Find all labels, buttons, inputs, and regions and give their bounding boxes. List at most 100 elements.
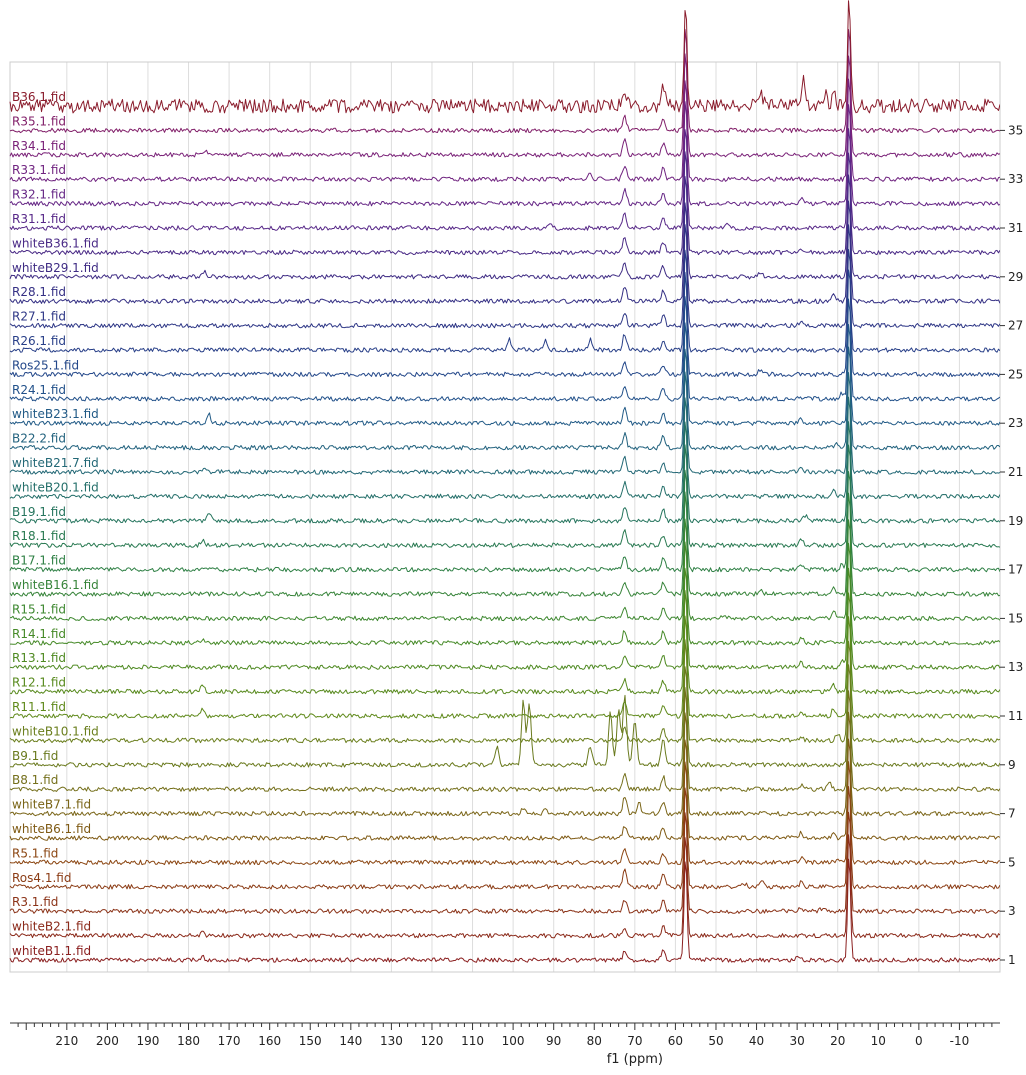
trace-6 bbox=[9, 738, 1000, 841]
trace-label: whiteB29.1.fid bbox=[12, 261, 99, 275]
y-tick-label: 33 bbox=[1008, 172, 1023, 186]
trace-label: whiteB21.7.fid bbox=[12, 456, 99, 470]
x-tick-label: 150 bbox=[299, 1034, 322, 1048]
x-tick-label: -10 bbox=[950, 1034, 970, 1048]
trace-15 bbox=[10, 518, 1000, 622]
x-tick-label: 170 bbox=[218, 1034, 241, 1048]
x-tick-label: 30 bbox=[789, 1034, 804, 1048]
y-tick-label: 7 bbox=[1008, 807, 1016, 821]
trace-30 bbox=[9, 151, 1000, 256]
x-tick-label: 130 bbox=[380, 1034, 403, 1048]
trace-36 bbox=[9, 0, 1000, 114]
trace-label: whiteB7.1.fid bbox=[12, 798, 91, 812]
trace-label: R15.1.fid bbox=[12, 602, 66, 616]
trace-9 bbox=[10, 664, 1000, 768]
trace-7 bbox=[9, 711, 1000, 817]
trace-16 bbox=[9, 491, 1000, 597]
y-tick-label: 3 bbox=[1008, 904, 1016, 918]
trace-label: R24.1.fid bbox=[12, 383, 66, 397]
trace-label: R33.1.fid bbox=[12, 163, 66, 177]
trace-label: Ros4.1.fid bbox=[12, 871, 71, 885]
trace-31 bbox=[9, 128, 1000, 231]
x-tick-label: 200 bbox=[96, 1034, 119, 1048]
trace-label: B17.1.fid bbox=[12, 554, 66, 568]
trace-label: whiteB6.1.fid bbox=[12, 822, 91, 836]
trace-34 bbox=[9, 53, 1000, 158]
y-tick-label: 25 bbox=[1008, 367, 1023, 381]
trace-32 bbox=[9, 101, 1000, 207]
y-tick-label: 11 bbox=[1008, 709, 1023, 723]
y-tick-label: 31 bbox=[1008, 221, 1023, 235]
trace-28 bbox=[9, 200, 1000, 304]
trace-label: R32.1.fid bbox=[12, 188, 66, 202]
plot-border bbox=[9, 61, 1001, 973]
trace-10 bbox=[9, 639, 1000, 744]
x-tick-label: 120 bbox=[421, 1034, 444, 1048]
trace-label: whiteB16.1.fid bbox=[12, 578, 99, 592]
trace-label: R31.1.fid bbox=[12, 212, 66, 226]
x-tick-label: 0 bbox=[915, 1034, 923, 1048]
trace-label: whiteB20.1.fid bbox=[12, 480, 99, 494]
x-axis-title: f1 (ppm) bbox=[607, 1052, 663, 1067]
x-tick-label: 50 bbox=[708, 1034, 723, 1048]
trace-33 bbox=[9, 78, 1000, 182]
trace-20 bbox=[9, 396, 1000, 500]
trace-2 bbox=[9, 834, 1000, 939]
trace-label: R26.1.fid bbox=[12, 334, 66, 348]
trace-8 bbox=[9, 687, 1000, 792]
x-tick-label: 20 bbox=[830, 1034, 845, 1048]
x-tick-label: 80 bbox=[587, 1034, 602, 1048]
traces bbox=[9, 0, 1000, 963]
x-tick-label: 70 bbox=[627, 1034, 642, 1048]
y-tick-label: 5 bbox=[1008, 855, 1016, 869]
trace-29 bbox=[9, 174, 1000, 280]
trace-17 bbox=[9, 469, 1000, 573]
trace-label: R34.1.fid bbox=[12, 139, 66, 153]
trace-21 bbox=[9, 371, 1000, 475]
x-tick-label: 190 bbox=[136, 1034, 159, 1048]
trace-label: R27.1.fid bbox=[12, 310, 66, 324]
x-tick-label: 160 bbox=[258, 1034, 281, 1048]
trace-27 bbox=[9, 224, 1000, 329]
x-tick-label: 180 bbox=[177, 1034, 200, 1048]
y-tick-label: 19 bbox=[1008, 514, 1023, 528]
trace-label: whiteB10.1.fid bbox=[12, 724, 99, 738]
trace-35 bbox=[9, 28, 1000, 134]
y-tick-label: 35 bbox=[1008, 123, 1023, 137]
trace-label: R28.1.fid bbox=[12, 285, 66, 299]
x-tick-label: 10 bbox=[871, 1034, 886, 1048]
trace-label: R11.1.fid bbox=[12, 700, 66, 714]
trace-3 bbox=[9, 811, 1000, 914]
trace-23 bbox=[9, 322, 1000, 426]
trace-1 bbox=[9, 858, 1000, 963]
x-tick-label: 210 bbox=[55, 1034, 78, 1048]
trace-label: whiteB23.1.fid bbox=[12, 407, 99, 421]
trace-label: R35.1.fid bbox=[12, 114, 66, 128]
trace-12 bbox=[9, 590, 1000, 695]
trace-13 bbox=[9, 567, 1000, 670]
trace-label: whiteB2.1.fid bbox=[12, 920, 91, 934]
plot-frame bbox=[9, 61, 1001, 973]
y-tick-label: 23 bbox=[1008, 416, 1023, 430]
grid bbox=[66, 62, 960, 972]
trace-label: B19.1.fid bbox=[12, 505, 66, 519]
x-tick-label: 110 bbox=[461, 1034, 484, 1048]
trace-4 bbox=[9, 786, 1000, 890]
trace-label: B9.1.fid bbox=[12, 749, 58, 763]
trace-11 bbox=[9, 615, 1000, 719]
trace-label: R5.1.fid bbox=[12, 846, 58, 860]
x-tick-label: 100 bbox=[502, 1034, 525, 1048]
trace-label: whiteB1.1.fid bbox=[12, 944, 91, 958]
y-tick-label: 15 bbox=[1008, 611, 1023, 625]
trace-label: B36.1.fid bbox=[12, 90, 66, 104]
x-axis: 210 200 190 180 170 160 150 140 130 120 110 100 90 80… bbox=[10, 1022, 1000, 1048]
trace-26 bbox=[9, 249, 1000, 353]
x-tick-label: 40 bbox=[749, 1034, 764, 1048]
trace-label: R13.1.fid bbox=[12, 651, 66, 665]
y-tick-label: 17 bbox=[1008, 563, 1023, 577]
trace-22 bbox=[9, 346, 1000, 451]
trace-labels: whiteB1.1.fid whiteB2.1.fid R3.1.fid Ros4.1… bbox=[12, 90, 99, 958]
y-tick-label: 29 bbox=[1008, 270, 1023, 284]
